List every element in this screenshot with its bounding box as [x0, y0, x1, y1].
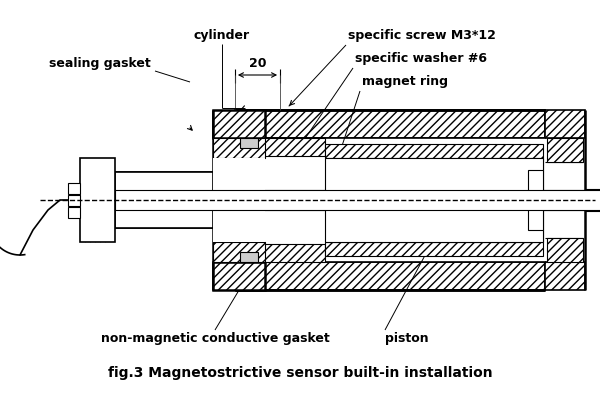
Text: piston: piston: [385, 332, 428, 345]
Bar: [115, 172, 213, 228]
Bar: [68, 195, 80, 206]
Text: cylinder: cylinder: [194, 29, 250, 42]
Bar: [235, 110, 545, 138]
Bar: [213, 110, 265, 138]
Bar: [213, 158, 265, 242]
Text: magnet ring: magnet ring: [362, 75, 448, 88]
Text: non-magnetic conductive gasket: non-magnetic conductive gasket: [101, 332, 329, 345]
Text: fig.3 Magnetostrictive sensor built-in installation: fig.3 Magnetostrictive sensor built-in i…: [107, 366, 493, 380]
Bar: [213, 242, 265, 262]
Text: 20: 20: [249, 57, 266, 70]
Bar: [213, 138, 265, 158]
Bar: [68, 183, 80, 194]
Bar: [213, 262, 265, 290]
Bar: [80, 158, 115, 242]
Bar: [545, 262, 585, 290]
Bar: [68, 207, 80, 218]
Bar: [585, 189, 600, 211]
Bar: [115, 190, 600, 210]
Bar: [528, 170, 543, 230]
Bar: [235, 244, 325, 262]
Text: specific screw M3*12: specific screw M3*12: [348, 29, 496, 42]
Text: sealing gasket: sealing gasket: [49, 57, 151, 70]
Bar: [325, 242, 543, 256]
Bar: [325, 158, 543, 242]
Bar: [547, 138, 583, 162]
Bar: [547, 238, 583, 262]
Bar: [545, 110, 585, 138]
Bar: [240, 252, 258, 262]
Bar: [240, 138, 258, 148]
Text: specific washer #6: specific washer #6: [355, 52, 487, 65]
Bar: [235, 138, 325, 156]
Bar: [325, 144, 543, 158]
Bar: [235, 138, 545, 262]
Bar: [235, 262, 545, 290]
